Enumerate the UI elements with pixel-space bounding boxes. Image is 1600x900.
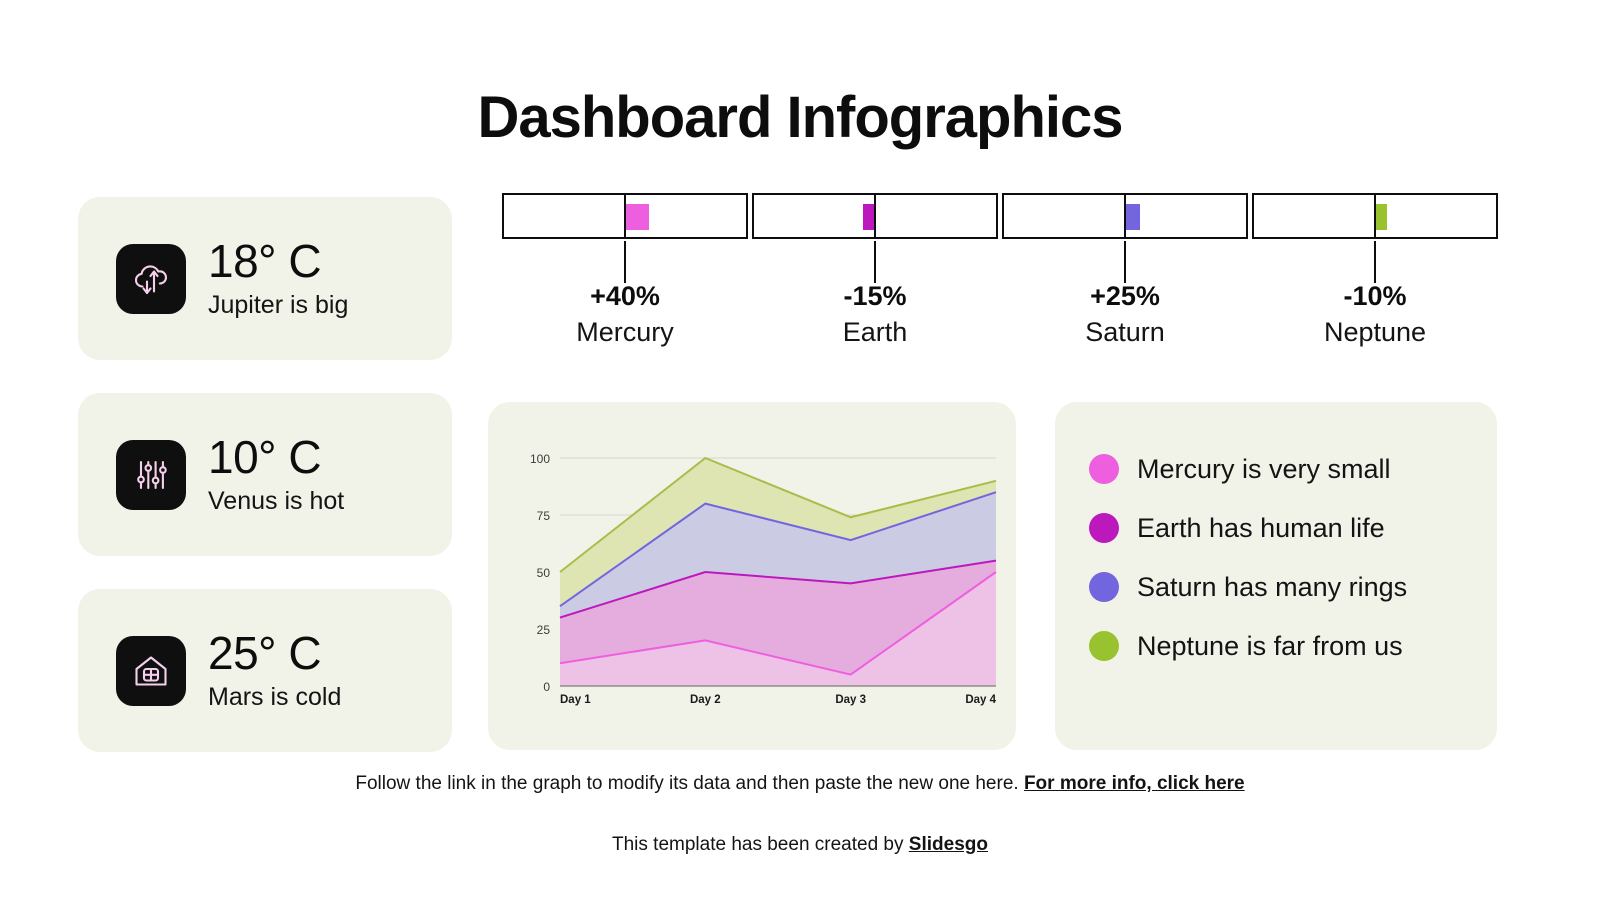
svg-text:Day 4: Day 4 xyxy=(965,694,996,706)
area-chart-panel[interactable]: 0 25 50 75 100 Day 1 Day 2 Day 3 Day 4 xyxy=(488,402,1016,750)
variance-bar-fill xyxy=(1125,204,1140,230)
svg-text:Day 3: Day 3 xyxy=(835,694,866,706)
stat-card-venus[interactable]: 10° C Venus is hot xyxy=(78,393,452,556)
legend-panel: Mercury is very small Earth has human li… xyxy=(1055,402,1497,750)
variance-bar-axis xyxy=(874,193,876,239)
variance-bar-track xyxy=(502,193,748,239)
variance-bar-axis xyxy=(1374,193,1376,239)
variance-bar-stem xyxy=(624,241,626,283)
svg-text:75: 75 xyxy=(537,509,551,523)
stat-card-text: 10° C Venus is hot xyxy=(208,430,345,515)
legend-color-swatch xyxy=(1089,631,1119,661)
sliders-icon xyxy=(116,439,186,510)
legend-color-swatch xyxy=(1089,454,1119,484)
variance-bar-percent: +25% xyxy=(1090,281,1160,311)
variance-bar-fill xyxy=(625,204,649,230)
footer-note-link[interactable]: For more info, click here xyxy=(1023,773,1245,794)
stat-card-mars[interactable]: 25° C Mars is cold xyxy=(78,589,452,752)
cloud-sync-icon xyxy=(116,243,186,314)
footer-note: Follow the link in the graph to modify i… xyxy=(0,773,1600,795)
variance-bar-stem xyxy=(874,241,876,283)
legend-item-saturn[interactable]: Saturn has many rings xyxy=(1089,572,1497,602)
variance-bar-saturn: +25% Saturn xyxy=(1000,193,1250,347)
footer-credit-text: This template has been created by xyxy=(612,834,909,855)
variance-bar-track xyxy=(752,193,998,239)
variance-bar-mercury: +40% Mercury xyxy=(500,193,750,347)
stat-card-caption: Mars is cold xyxy=(208,682,342,711)
stat-card-temperature: 25° C xyxy=(208,626,322,679)
variance-bar-percent: -10% xyxy=(1343,281,1407,311)
variance-bar-stem xyxy=(1124,241,1126,283)
footer-credit-link[interactable]: Slidesgo xyxy=(908,834,988,855)
home-icon xyxy=(116,635,186,706)
legend-item-neptune[interactable]: Neptune is far from us xyxy=(1089,631,1497,661)
footer-credit: This template has been created by Slides… xyxy=(0,834,1600,856)
variance-bar-percent: -15% xyxy=(843,281,907,311)
footer-note-text: Follow the link in the graph to modify i… xyxy=(355,773,1024,794)
legend-item-mercury[interactable]: Mercury is very small xyxy=(1089,454,1497,484)
variance-bar-earth: -15% Earth xyxy=(750,193,1000,347)
variance-bar-label: Saturn xyxy=(1085,317,1165,347)
page-title: Dashboard Infographics xyxy=(477,85,1123,150)
stat-card-temperature: 18° C xyxy=(208,234,322,287)
legend-item-label: Mercury is very small xyxy=(1137,453,1391,484)
variance-bar-track xyxy=(1002,193,1248,239)
variance-bar-track xyxy=(1252,193,1498,239)
svg-text:50: 50 xyxy=(537,566,551,580)
variance-bar-percent: +40% xyxy=(590,281,660,311)
legend-color-swatch xyxy=(1089,572,1119,602)
svg-text:25: 25 xyxy=(537,623,551,637)
legend-item-label: Neptune is far from us xyxy=(1137,630,1403,661)
variance-bar-axis xyxy=(1124,193,1126,239)
variance-bar-label: Earth xyxy=(842,317,908,347)
svg-text:0: 0 xyxy=(543,680,550,694)
svg-text:100: 100 xyxy=(530,452,550,466)
stat-card-list: 18° C Jupiter is big 10° C Venus is hot xyxy=(78,197,452,785)
variance-bar-neptune: -10% Neptune xyxy=(1250,193,1500,347)
legend-color-swatch xyxy=(1089,513,1119,543)
svg-text:Day 2: Day 2 xyxy=(690,694,721,706)
variance-bar-axis xyxy=(624,193,626,239)
svg-text:Day 1: Day 1 xyxy=(560,694,591,706)
stat-card-jupiter[interactable]: 18° C Jupiter is big xyxy=(78,197,452,360)
stat-card-text: 25° C Mars is cold xyxy=(208,626,342,711)
variance-bar-group: +40% Mercury -15% Earth +25% Saturn xyxy=(500,193,1502,347)
variance-bar-label: Neptune xyxy=(1323,317,1427,347)
variance-bar-fill xyxy=(1375,204,1387,230)
legend-item-earth[interactable]: Earth has human life xyxy=(1089,513,1497,543)
stat-card-caption: Venus is hot xyxy=(208,486,345,515)
variance-bar-label: Mercury xyxy=(576,317,674,347)
variance-bar-stem xyxy=(1374,241,1376,283)
variance-bar-fill xyxy=(863,204,875,230)
stat-card-temperature: 10° C xyxy=(208,430,322,483)
legend-item-label: Saturn has many rings xyxy=(1137,571,1408,602)
area-chart: 0 25 50 75 100 Day 1 Day 2 Day 3 Day 4 xyxy=(488,402,1016,750)
stat-card-text: 18° C Jupiter is big xyxy=(208,234,349,319)
stat-card-caption: Jupiter is big xyxy=(208,290,349,319)
legend-item-label: Earth has human life xyxy=(1137,512,1385,543)
